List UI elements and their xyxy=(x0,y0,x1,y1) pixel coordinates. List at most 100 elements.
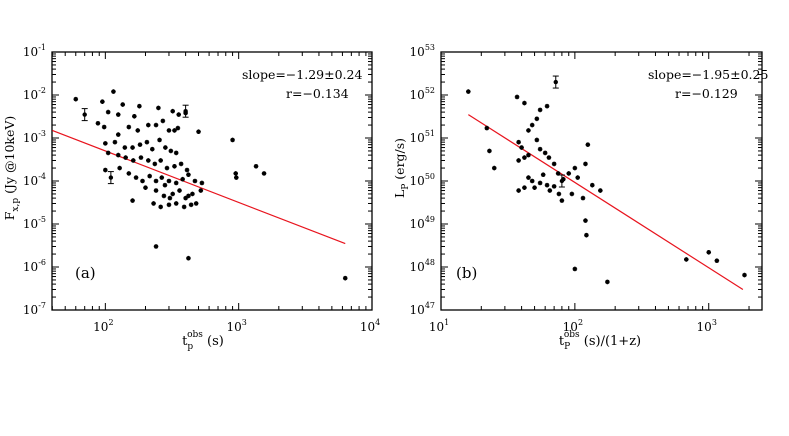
data-point xyxy=(161,193,167,199)
data-point xyxy=(186,255,191,261)
data-point xyxy=(150,146,155,152)
data-point xyxy=(184,167,190,173)
errorbar-point xyxy=(108,175,114,180)
data-point xyxy=(484,125,490,131)
data-point xyxy=(551,184,557,189)
data-point xyxy=(684,257,689,262)
y-tick-label-a: 10-5 xyxy=(23,215,46,231)
data-point xyxy=(193,201,199,206)
data-point xyxy=(153,178,159,184)
data-point xyxy=(522,185,527,190)
panel-label-b: (b) xyxy=(456,264,477,282)
data-point xyxy=(580,195,586,201)
data-point xyxy=(190,191,195,197)
data-point xyxy=(198,188,204,193)
data-point xyxy=(519,145,524,150)
r-annotation-a: r=−0.134 xyxy=(286,86,349,101)
errorbar-point xyxy=(553,79,558,85)
data-point xyxy=(537,146,543,152)
y-tick-label-b: 1047 xyxy=(410,301,435,317)
y-tick-label-b: 1052 xyxy=(410,86,435,102)
data-point xyxy=(186,193,191,199)
data-point xyxy=(529,178,535,184)
data-point xyxy=(516,188,521,193)
data-point xyxy=(706,249,712,255)
data-point xyxy=(583,218,588,223)
data-point xyxy=(551,161,557,167)
panel-a: 102 103 104 10-7 10-6 10-5 10-4 10-3 10-2 10-1 s… xyxy=(2,43,380,352)
data-point xyxy=(514,94,520,100)
data-point xyxy=(135,128,141,133)
data-point xyxy=(188,202,194,208)
data-point xyxy=(175,125,181,131)
data-point xyxy=(138,155,144,160)
y-tick-label-b: 1053 xyxy=(410,43,435,59)
data-point xyxy=(544,182,550,188)
x-tick-label-a: 103 xyxy=(226,318,246,334)
fit-line-b xyxy=(468,114,744,290)
data-point xyxy=(590,182,595,188)
data-point xyxy=(534,137,540,143)
data-point xyxy=(123,155,128,160)
data-point xyxy=(105,150,111,156)
data-point xyxy=(522,100,527,106)
data-point xyxy=(101,124,107,130)
data-point xyxy=(516,158,521,163)
data-point xyxy=(559,198,565,203)
data-point xyxy=(122,145,128,150)
x-axis-label-a: tpobs (s) xyxy=(182,330,224,352)
data-point xyxy=(115,112,121,117)
data-point xyxy=(146,122,151,128)
data-point xyxy=(168,148,174,154)
data-point xyxy=(742,272,747,278)
points-a xyxy=(73,89,348,281)
data-point xyxy=(167,195,173,201)
data-point xyxy=(153,244,159,249)
y-tick-label-a: 10-3 xyxy=(23,129,46,145)
data-point xyxy=(158,204,163,210)
data-point xyxy=(540,172,546,178)
data-point xyxy=(583,161,588,167)
data-point xyxy=(144,139,150,145)
data-point xyxy=(585,142,591,147)
data-point xyxy=(115,132,121,137)
data-point xyxy=(261,171,267,176)
y-tick-label-b: 1049 xyxy=(410,215,435,231)
data-point xyxy=(598,188,603,193)
data-point xyxy=(95,120,101,126)
data-point xyxy=(115,152,121,158)
data-point xyxy=(555,171,561,176)
slope-annotation-a: slope=−1.29±0.24 xyxy=(242,67,362,82)
data-point xyxy=(192,178,198,184)
x-tick-label-b: 102 xyxy=(563,318,583,334)
data-point xyxy=(157,137,162,143)
data-point xyxy=(186,172,191,178)
y-tick-label-a: 10-7 xyxy=(23,301,46,317)
x-tick-labels-b: 101 102 103 xyxy=(429,318,717,334)
data-point xyxy=(529,122,535,128)
fit-line-a xyxy=(52,129,346,245)
data-point xyxy=(605,279,610,285)
data-point xyxy=(183,110,188,116)
fit-line xyxy=(468,114,744,290)
data-point xyxy=(178,161,184,167)
data-point xyxy=(542,150,548,156)
data-point xyxy=(487,148,492,154)
data-point xyxy=(152,161,158,167)
data-point xyxy=(173,180,179,186)
data-point xyxy=(172,163,177,169)
data-point xyxy=(73,96,79,102)
slope-annotation-b: slope=−1.95±0.25 xyxy=(648,67,768,82)
panel-b: 101 102 103 1047 1048 1049 1050 1051 1052 1053 s… xyxy=(392,43,768,352)
data-point xyxy=(170,108,175,114)
data-point xyxy=(103,141,108,146)
data-point xyxy=(172,128,177,133)
data-point xyxy=(130,158,136,163)
data-point xyxy=(572,266,578,272)
data-point xyxy=(342,275,348,281)
data-point xyxy=(166,178,172,184)
data-point xyxy=(173,150,179,156)
data-point xyxy=(516,139,521,145)
data-point xyxy=(159,175,165,180)
x-axis-label-b: tPobs (s)/(1+z) xyxy=(559,330,641,352)
